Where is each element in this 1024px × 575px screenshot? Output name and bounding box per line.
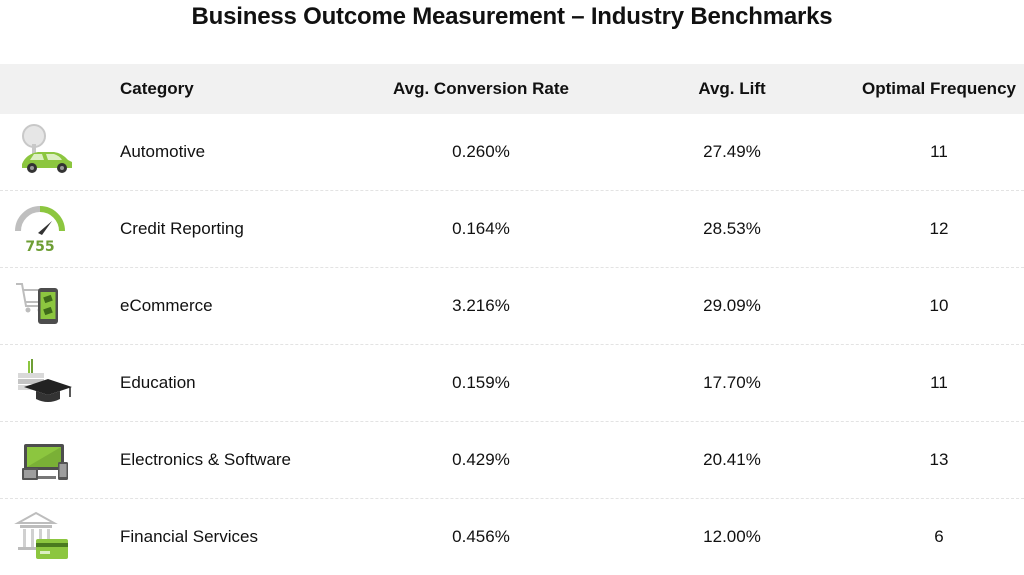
category-cell: Credit Reporting [120, 219, 244, 238]
frequency-cell: 6 [934, 527, 944, 546]
benchmark-table: Category Avg. Conversion Rate Avg. Lift … [0, 64, 1024, 575]
conversion-cell: 3.216% [452, 296, 510, 315]
category-cell: Education [120, 373, 196, 392]
frequency-cell: 10 [929, 296, 949, 315]
table-row: Financial Services 0.456% 12.00% 6 [0, 499, 1024, 575]
row-icon-cell [0, 345, 120, 421]
frequency-cell: 12 [929, 219, 949, 238]
conversion-column-header: Avg. Conversion Rate [392, 79, 570, 98]
category-cell: Automotive [120, 142, 206, 161]
row-icon-cell [0, 114, 120, 190]
conversion-cell: 0.456% [452, 527, 510, 546]
car-search-icon [12, 122, 76, 182]
row-icon-cell: 755 [0, 191, 120, 267]
credit-gauge-icon: 755 [12, 199, 76, 259]
conversion-cell: 0.164% [452, 219, 510, 238]
category-cell: Electronics & Software [120, 450, 292, 469]
category-cell: Financial Services [120, 527, 258, 546]
frequency-cell: 13 [929, 450, 949, 469]
icon-column-header [0, 64, 120, 114]
lift-cell: 29.09% [703, 296, 761, 315]
frequency-cell: 11 [930, 142, 948, 161]
category-cell: eCommerce [120, 296, 213, 315]
table-header: Category Avg. Conversion Rate Avg. Lift … [0, 64, 1024, 114]
category-column-header: Category [120, 79, 194, 98]
lift-cell: 17.70% [703, 373, 761, 392]
lift-cell: 28.53% [703, 219, 761, 238]
conversion-cell: 0.429% [452, 450, 510, 469]
devices-icon [12, 430, 76, 490]
cart-phone-icon [12, 276, 76, 336]
frequency-column-header: Optimal Frequency [862, 79, 1016, 98]
table-row: eCommerce 3.216% 29.09% 10 [0, 268, 1024, 345]
lift-cell: 20.41% [703, 450, 761, 469]
table-row: Electronics & Software 0.429% 20.41% 13 [0, 422, 1024, 499]
conversion-cell: 0.159% [452, 373, 510, 392]
table-row: Automotive 0.260% 27.49% 11 [0, 114, 1024, 191]
table-row: 755 Credit Reporting 0.164% 28.53% 12 [0, 191, 1024, 268]
lift-column-header: Avg. Lift [698, 79, 766, 98]
row-icon-cell [0, 268, 120, 344]
row-icon-cell [0, 422, 120, 498]
graduation-cap-icon [12, 353, 76, 413]
row-icon-cell [0, 499, 120, 575]
bank-card-icon [12, 507, 76, 567]
conversion-cell: 0.260% [452, 142, 510, 161]
frequency-cell: 11 [930, 373, 948, 392]
gauge-value: 755 [25, 239, 54, 255]
lift-cell: 12.00% [703, 527, 761, 546]
table-row: Education 0.159% 17.70% 11 [0, 345, 1024, 422]
lift-cell: 27.49% [703, 142, 761, 161]
page-title: Business Outcome Measurement – Industry … [191, 3, 833, 30]
